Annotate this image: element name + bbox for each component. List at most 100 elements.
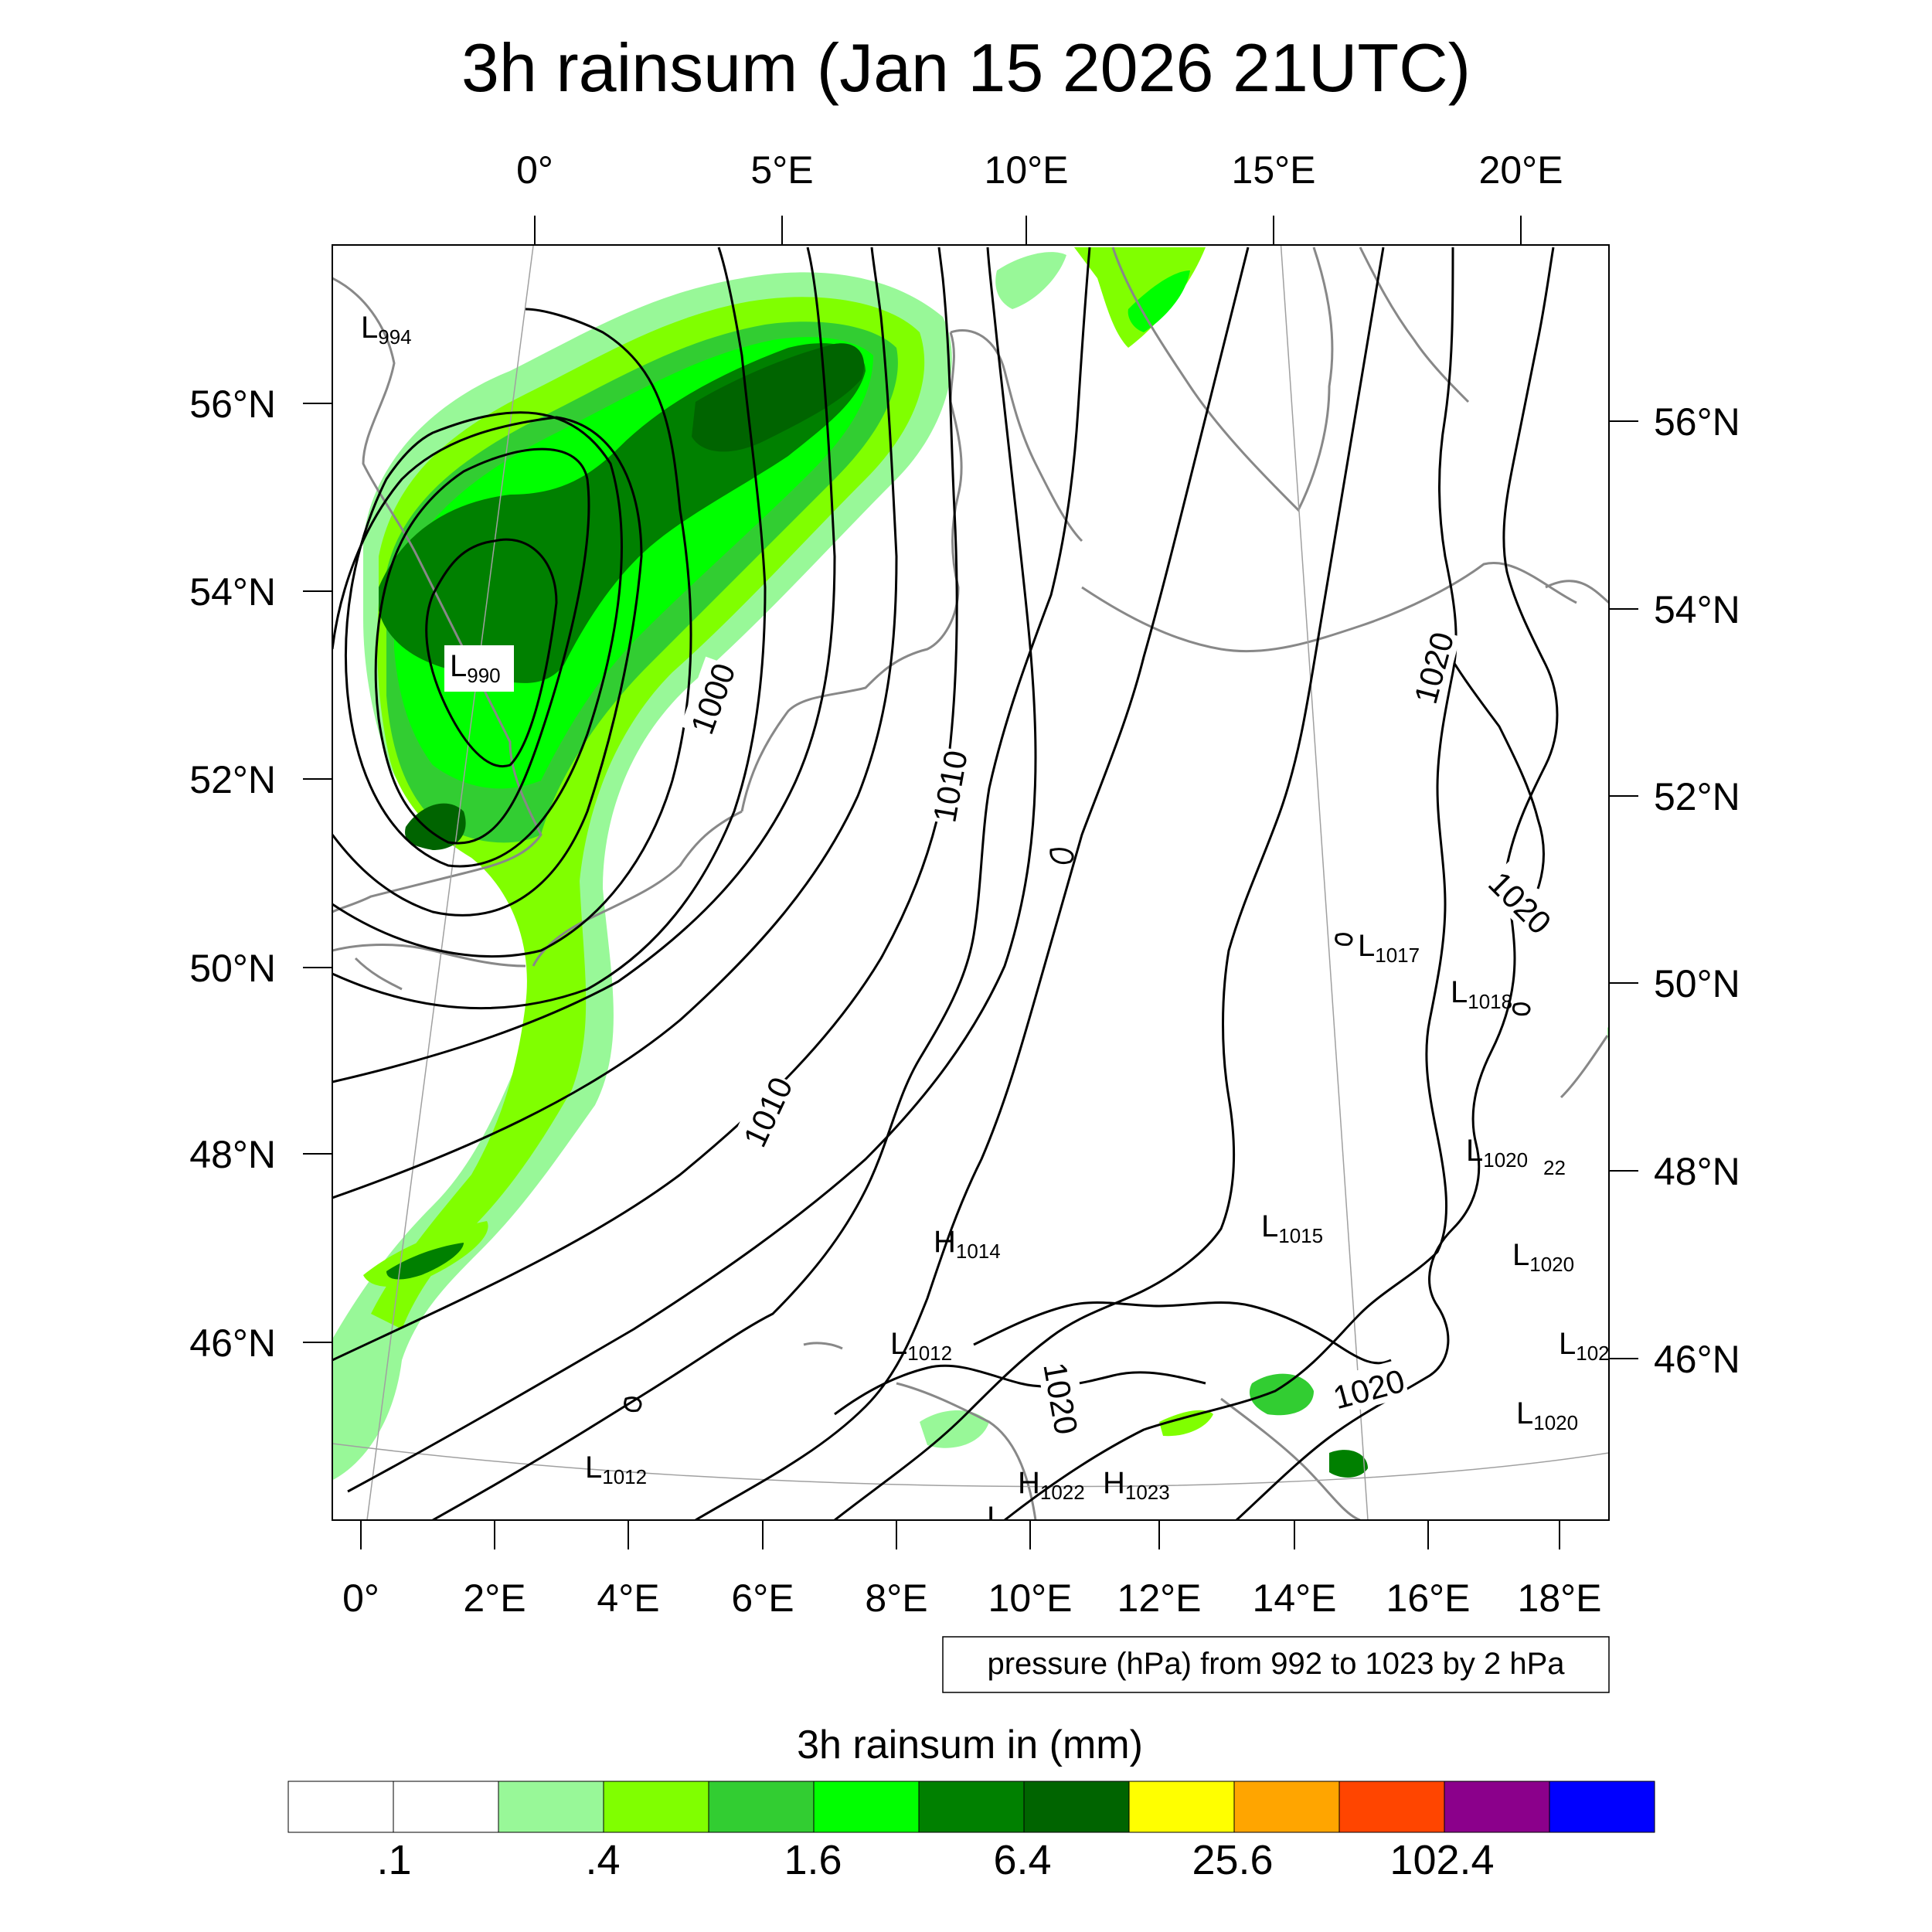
bottom-lon-label: 4°E [597,1577,659,1620]
rain-streak-scandinavia-2 [995,252,1066,309]
coast-baltic-south [1081,562,1577,653]
right-axis-labels: 56°N 54°N 52°N 50°N 48°N 46°N [1654,400,1740,1381]
isobar-1002 [332,247,836,1083]
pressure-center-l1017: L1017 [1358,929,1420,967]
right-lat-label: 54°N [1654,588,1740,631]
bottom-lon-label: 8°E [865,1577,927,1620]
pressure-center-l1021: L1021 [987,1501,1049,1539]
plot-border [332,244,1610,1521]
colorbar-swatch [1128,1781,1235,1833]
coast-danube [1560,1035,1609,1099]
top-lon-label: 20°E [1479,148,1563,192]
meridian-0 [366,245,534,1520]
pressure-extra-22: 22 [1543,1156,1566,1179]
isobar-992-ring [374,447,590,845]
isobar-996 [332,416,643,917]
coast-ireland-wales [332,944,526,968]
isobar-1014 [834,247,1385,1520]
top-lon-label: 15°E [1232,148,1316,192]
colorbar-swatch [1233,1781,1340,1833]
rain-patch-adriatic-dark [1329,1450,1368,1478]
isobar-1020-east [1436,633,1545,889]
isobar-small-1 [1049,848,1074,864]
coast-adriatic [1220,1397,1361,1520]
bottom-lon-label: 16°E [1386,1577,1471,1620]
meridian-15 [1280,245,1369,1520]
rain-patch-alps-2 [1159,1410,1213,1437]
bottom-lon-label: 10°E [988,1577,1073,1620]
colorbar-swatch [918,1781,1025,1833]
top-lon-label: 5°E [750,148,813,192]
colorbar-swatch [1338,1781,1445,1833]
right-lat-label: 50°N [1654,962,1740,1005]
top-axis-labels: 0° 5°E 10°E 15°E 20°E [516,148,1563,192]
top-lon-label: 10°E [985,148,1069,192]
colorbar-swatch [393,1781,499,1833]
pressure-center-l102-edge: L102 [1559,1327,1610,1365]
colorbar [287,1781,1655,1833]
rain-shading [332,247,1609,1481]
coast-italy-west [896,1382,1037,1520]
right-lat-label: 52°N [1654,775,1740,818]
pressure-center-l990-box [444,645,514,692]
left-lat-label: 48°N [189,1133,276,1176]
isobar-small-3 [624,1396,642,1413]
contour-info: pressure (hPa) from 992 to 1023 by 2 hPa [942,1636,1610,1693]
contour-info-text: pressure (hPa) from 992 to 1023 by 2 hPa [987,1647,1565,1681]
right-lat-label: 56°N [1654,400,1740,444]
bottom-lon-label: 18°E [1518,1577,1602,1620]
bottom-lon-label: 0° [342,1577,379,1620]
right-lat-label: 46°N [1654,1338,1740,1381]
coastlines [332,247,1609,1520]
isobar-small-2 [1335,933,1353,946]
isobar-990-ring [425,538,558,767]
top-axis [534,216,1522,245]
coast-channel-islands [354,957,403,991]
bottom-lon-label: 6°E [731,1577,794,1620]
pressure-center-l1020-sw: L1020 [1516,1396,1578,1434]
coast-finland-baltic [1359,247,1470,403]
isobar-labels: 1000 1010 1010 1020 1020 [680,626,1562,1438]
isobar-label-1020-adriatic: 1020 [1329,1362,1408,1417]
rain-patch-adriatic [1249,1373,1314,1416]
bottom-lon-label: 14°E [1253,1577,1337,1620]
pressure-centers: L994 L990 L1017 L1018 L1020 22 L1015 H10… [361,311,1610,1539]
colorbar-swatch [1023,1781,1130,1833]
coast-france-north [532,810,743,967]
pressure-center-l990: L990 [450,649,501,687]
pressure-center-l1015: L1015 [1261,1209,1323,1247]
isobar-1000 [332,247,767,1010]
bottom-axis-labels: 0° 2°E 4°E 6°E 8°E 10°E 12°E 14°E 16°E 1… [342,1577,1601,1620]
lake-geneva [803,1342,843,1350]
isobar-1008 [347,247,1037,1493]
right-axis [1609,420,1638,1359]
colorbar-swatch [287,1781,394,1833]
isobar-1018 [1235,247,1559,1520]
bottom-lon-label: 2°E [463,1577,526,1620]
colorbar-swatch [498,1781,604,1833]
coast-benelux-germany [740,332,963,812]
isobars [332,247,1559,1520]
pressure-center-l994: L994 [361,311,412,349]
left-lat-label: 54°N [189,570,276,614]
coast-denmark [950,328,1083,543]
colorbar-label: 6.4 [993,1837,1051,1883]
map-title: 3h rainsum (Jan 15 2026 21UTC) [461,29,1471,106]
coast-lake-baltic [1545,580,1609,604]
bottom-lon-label: 12°E [1117,1577,1202,1620]
isobar-1006 [332,247,958,1362]
colorbar-label: .4 [585,1837,620,1883]
pressure-center-l1020-e: L1020 [1466,1134,1528,1172]
pressure-center-l1020-se: L1020 [1512,1238,1574,1276]
left-lat-label: 52°N [189,758,276,801]
isobar-1004 [332,247,898,1199]
isobar-label-1010-north: 1010 [926,747,975,825]
colorbar-labels: .1 .4 1.6 6.4 25.6 102.4 [376,1837,1494,1883]
isobar-1020-alps [973,1301,1392,1365]
pressure-center-l1012-south: L1012 [585,1451,647,1488]
left-lat-label: 56°N [189,383,276,426]
isobar-1010 [432,247,1091,1520]
colorbar-swatch [603,1781,709,1833]
colorbar-label: 25.6 [1192,1837,1273,1883]
colorbar-title: 3h rainsum in (mm) [797,1723,1143,1767]
